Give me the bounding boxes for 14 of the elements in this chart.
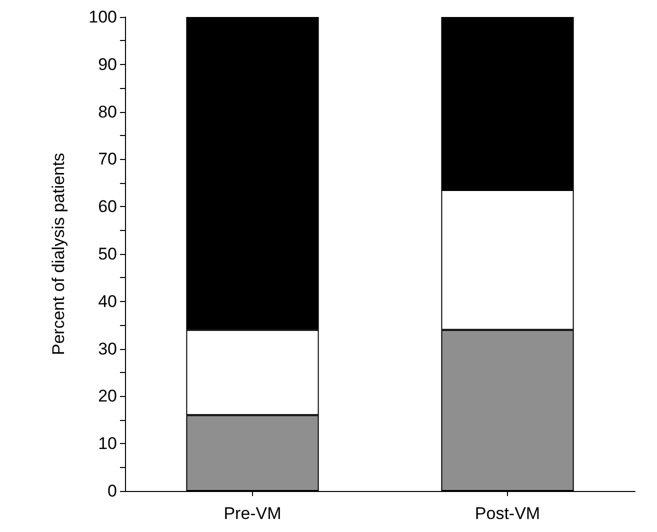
x-tick-label: Pre-VM (224, 504, 282, 523)
y-tick-label: 10 (98, 434, 117, 454)
y-tick-label: 90 (98, 54, 117, 74)
y-tick-label: 80 (98, 102, 117, 122)
y-tick-label: 0 (108, 482, 117, 500)
y-tick-label: 100 (88, 8, 117, 26)
x-tick-label: Post-VM (474, 504, 540, 523)
y-tick-label: 40 (98, 292, 117, 311)
y-axis-title: Percent of dialysis patients (49, 152, 68, 356)
y-tick-label: 30 (98, 339, 117, 358)
y-tick-label: 20 (98, 386, 117, 406)
y-tick-label: 50 (98, 244, 117, 264)
y-tick-label: 70 (98, 150, 117, 169)
y-tick-label: 60 (98, 197, 117, 216)
